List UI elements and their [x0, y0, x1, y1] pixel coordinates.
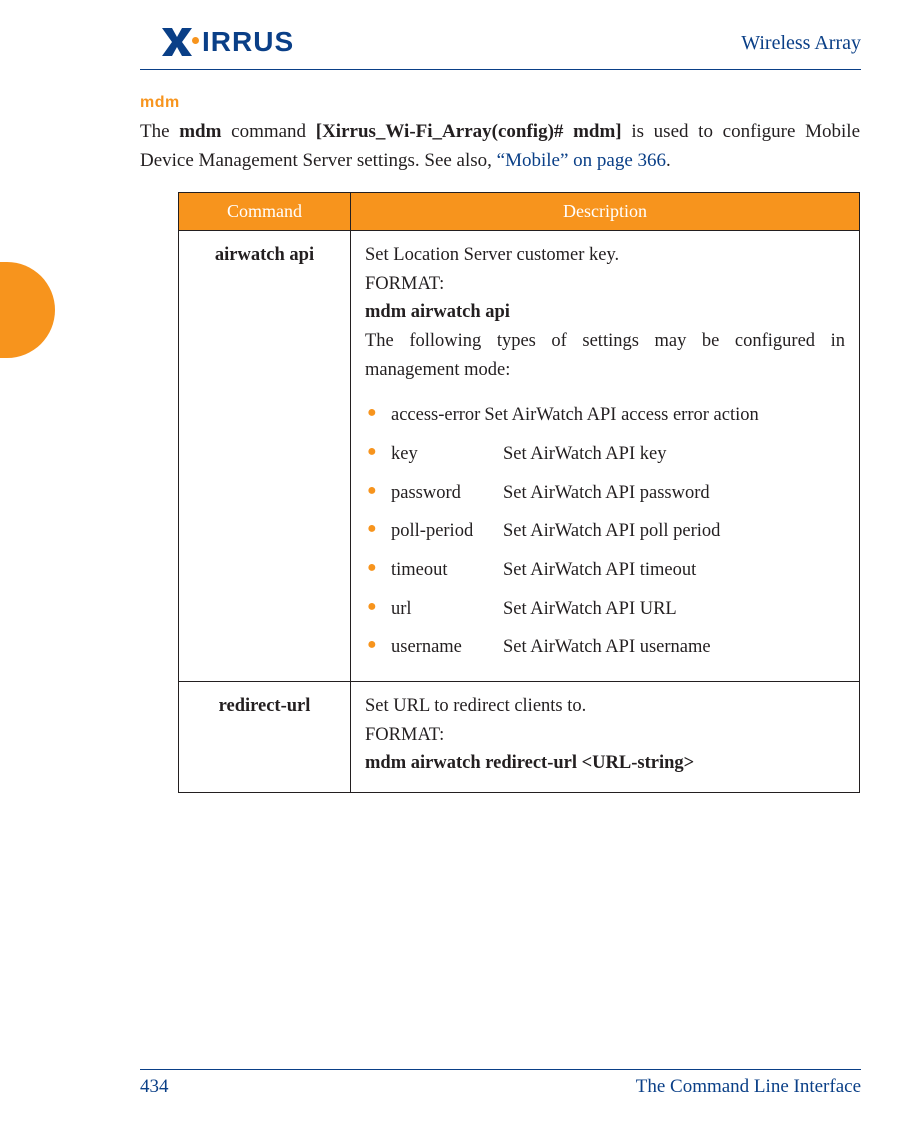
section-intro: The mdm command [Xirrus_Wi-Fi_Array(conf… [140, 118, 860, 175]
desc-intro: Set URL to redirect clients to. [365, 692, 845, 721]
list-item: ● username Set AirWatch API username [365, 628, 845, 667]
option-desc: Set AirWatch API key [503, 440, 845, 469]
option-key: key [391, 440, 503, 469]
bullet-icon: ● [365, 633, 391, 657]
table-header-row: Command Description [179, 193, 860, 231]
option-key: poll-period [391, 517, 503, 546]
format-value: mdm airwatch redirect-url <URL-string> [365, 749, 845, 778]
option-key: url [391, 595, 503, 624]
list-item: ● timeout Set AirWatch API timeout [365, 551, 845, 590]
brand-logo: IRRUS [162, 26, 294, 58]
list-item: ● access-error Set AirWatch API access e… [365, 396, 845, 435]
format-label: FORMAT: [365, 270, 845, 299]
intro-prompt: [Xirrus_Wi-Fi_Array(config)# mdm] [316, 121, 622, 142]
bullet-icon: ● [365, 595, 391, 619]
list-item: ● key Set AirWatch API key [365, 435, 845, 474]
format-label: FORMAT: [365, 721, 845, 750]
command-description: Set URL to redirect clients to. FORMAT: … [351, 682, 860, 793]
option-desc: Set AirWatch API timeout [503, 556, 845, 585]
intro-text: . [666, 150, 671, 171]
logo-dot-icon [192, 37, 199, 44]
list-item: ● url Set AirWatch API URL [365, 590, 845, 629]
cross-reference-link[interactable]: “Mobile” on page 366 [497, 150, 666, 171]
page-number: 434 [140, 1076, 169, 1098]
col-header-command: Command [179, 193, 351, 231]
table-row: airwatch api Set Location Server custome… [179, 231, 860, 682]
bullet-icon: ● [365, 556, 391, 580]
bullet-icon: ● [365, 440, 391, 464]
bullet-icon: ● [365, 479, 391, 503]
options-list: ● access-error Set AirWatch API access e… [365, 396, 845, 667]
table-row: redirect-url Set URL to redirect clients… [179, 682, 860, 793]
section-heading: mdm [140, 94, 180, 112]
bullet-icon: ● [365, 517, 391, 541]
logo-text: IRRUS [202, 26, 294, 58]
option-key: timeout [391, 556, 503, 585]
document-title: Wireless Array [741, 32, 861, 55]
option-key: password [391, 479, 503, 508]
option-key: access-error [391, 401, 480, 430]
intro-command: mdm [179, 121, 221, 142]
option-desc: Set AirWatch API username [503, 633, 845, 662]
list-item: ● password Set AirWatch API password [365, 474, 845, 513]
list-item: ● poll-period Set AirWatch API poll peri… [365, 512, 845, 551]
option-desc: Set AirWatch API access error action [484, 401, 845, 430]
command-description: Set Location Server customer key. FORMAT… [351, 231, 860, 682]
option-desc: Set AirWatch API poll period [503, 517, 845, 546]
intro-text: The [140, 121, 179, 142]
option-desc: Set AirWatch API password [503, 479, 845, 508]
page-thumb-tab [0, 262, 55, 358]
intro-text: command [221, 121, 315, 142]
page-footer: 434 The Command Line Interface [140, 1069, 861, 1099]
command-reference-table: Command Description airwatch api Set Loc… [178, 192, 860, 793]
desc-intro: Set Location Server customer key. [365, 241, 845, 270]
logo-x-icon [162, 28, 192, 56]
option-desc: Set AirWatch API URL [503, 595, 845, 624]
desc-note: The following types of settings may be c… [365, 327, 845, 384]
footer-section-title: The Command Line Interface [636, 1076, 861, 1098]
option-key: username [391, 633, 503, 662]
col-header-description: Description [351, 193, 860, 231]
page-header: IRRUS Wireless Array [140, 26, 861, 70]
command-name: airwatch api [179, 231, 351, 682]
bullet-icon: ● [365, 401, 391, 425]
command-name: redirect-url [179, 682, 351, 793]
format-value: mdm airwatch api [365, 298, 845, 327]
